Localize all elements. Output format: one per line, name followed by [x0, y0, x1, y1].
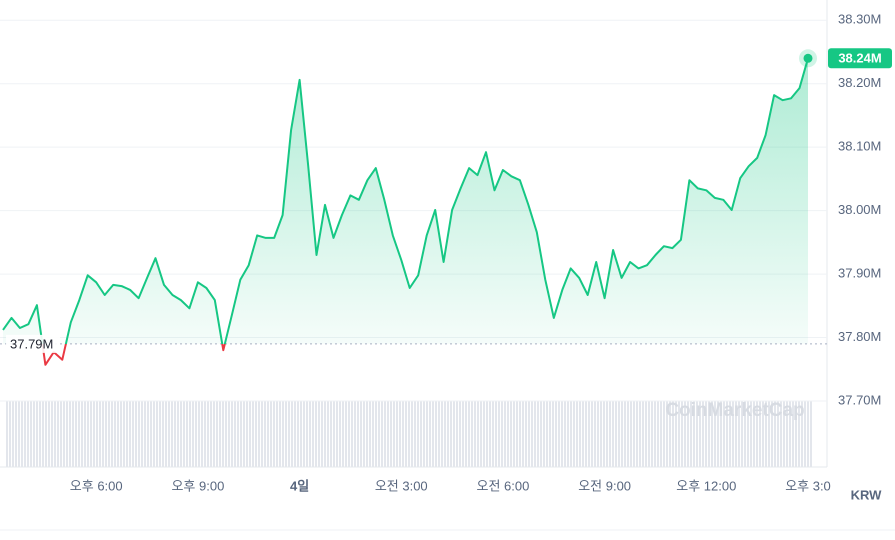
- watermark: CoinMarketCap: [665, 400, 804, 421]
- last-point: [803, 53, 813, 63]
- x-tick-label: 오후 12:00: [676, 478, 736, 493]
- baseline-label-bg: [6, 334, 60, 353]
- price-line: [2, 58, 809, 366]
- y-tick-label: 38.10M: [838, 139, 881, 154]
- price-area: [3, 58, 808, 344]
- x-tick-label: 오전 3:00: [375, 478, 428, 493]
- y-tick-label: 38.00M: [838, 202, 881, 217]
- y-tick-label: 38.30M: [838, 12, 881, 27]
- x-tick-label: 오후 9:00: [171, 478, 224, 493]
- price-badge-label: 38.24M: [838, 51, 881, 66]
- x-tick-label: 오전 6:00: [477, 478, 530, 493]
- volume-backdrop: [5, 401, 813, 467]
- x-tick-label: 오후 6:00: [70, 478, 123, 493]
- y-tick-label: 37.90M: [838, 266, 881, 281]
- x-tick-label: 오후 3:0: [785, 478, 831, 493]
- baseline-label: 37.79M: [10, 336, 53, 351]
- y-tick-label: 37.80M: [838, 329, 881, 344]
- y-tick-label: 37.70M: [838, 392, 881, 407]
- x-tick-label: 오전 9:00: [578, 478, 631, 493]
- y-tick-label: 38.20M: [838, 75, 881, 90]
- price-badge: [828, 48, 892, 69]
- currency-label: KRW: [851, 487, 883, 502]
- x-tick-label: 4일: [290, 478, 309, 493]
